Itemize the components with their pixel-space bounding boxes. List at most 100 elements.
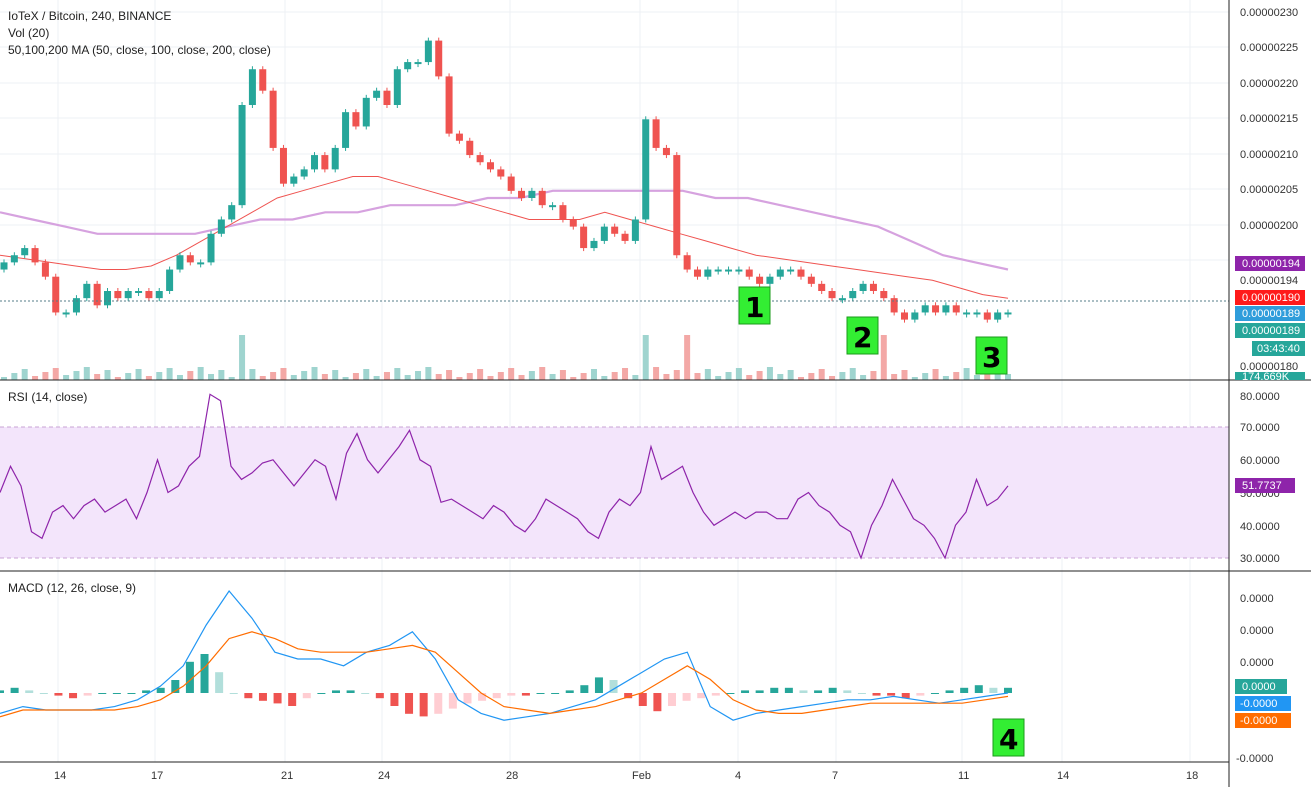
candle-body <box>93 283 101 306</box>
volume-bar <box>953 372 960 380</box>
macd-histogram <box>0 654 1012 717</box>
volume-bar <box>932 369 939 380</box>
candle-body <box>725 269 733 272</box>
volume-bar <box>518 375 525 380</box>
volume-bar <box>270 372 277 380</box>
price-tick: 0.00000205 <box>1240 184 1298 196</box>
candle-body <box>342 112 350 148</box>
volume-bar <box>280 368 287 380</box>
macd-hist-bar <box>930 693 939 694</box>
signal-line-text: -0.0000 <box>1240 715 1277 727</box>
time-tick: 24 <box>378 770 390 782</box>
annotation-box-4 <box>992 718 1025 757</box>
candle-body <box>362 97 370 127</box>
macd-hist-bar <box>711 693 720 696</box>
volume-bar <box>580 373 587 380</box>
candle-body <box>72 298 80 313</box>
signal-line-tag <box>1235 713 1291 728</box>
candle-body <box>704 269 712 277</box>
macd-hist-bar <box>653 693 662 712</box>
candle-body <box>507 176 515 191</box>
candle-body <box>538 190 546 206</box>
macd-hist-bar <box>244 693 253 699</box>
macd-hist-bar <box>770 687 779 693</box>
volume-bar <box>383 372 390 380</box>
rsi-value-text: 51.7737 <box>1242 480 1282 492</box>
candles <box>0 37 1012 323</box>
volume-bar <box>880 335 887 380</box>
volume-bar <box>466 373 473 380</box>
candle-body <box>135 291 143 293</box>
macd-hist-bar <box>317 693 326 694</box>
macd-hist-bar <box>901 693 910 699</box>
volume-bar <box>290 375 297 380</box>
macd-tick: 0.0000 <box>1240 593 1274 605</box>
volume-bar <box>984 371 991 380</box>
candle-body <box>776 269 784 277</box>
candle-body <box>621 233 629 241</box>
candle-body <box>611 226 619 234</box>
candle-body <box>932 305 940 313</box>
candle-body <box>580 226 588 249</box>
macd-hist-bar <box>887 693 896 696</box>
candle-body <box>197 262 205 265</box>
price-tick: 0.00000180 <box>1240 361 1298 373</box>
macd-hist-bar <box>346 690 355 693</box>
macd-hist-bar <box>974 685 983 693</box>
rsi-band <box>0 427 1229 558</box>
annotation-box-2 <box>846 316 879 355</box>
candle-body <box>290 176 298 184</box>
volume-bar <box>839 372 846 380</box>
rsi-value-tag <box>1235 478 1295 493</box>
price-tick: 0.00000225 <box>1240 42 1298 54</box>
candle-body <box>114 291 122 299</box>
volume-bar <box>508 368 515 380</box>
macd-hist-bar <box>25 690 34 693</box>
macd-hist-bar <box>492 693 501 699</box>
volume-bar <box>559 370 566 380</box>
candle-body <box>745 269 753 277</box>
macd-hist-bar <box>843 690 852 693</box>
volume-bar <box>166 368 173 380</box>
candle-body <box>279 147 287 184</box>
chart-title: IoTeX / Bitcoin, 240, BINANCE <box>8 9 171 23</box>
macd-hist-bar <box>478 693 487 701</box>
candle-body <box>300 169 308 177</box>
macd-hist-bar <box>726 693 735 694</box>
volume-bar <box>642 335 649 380</box>
candle-body <box>549 205 557 208</box>
candle-body <box>217 219 225 234</box>
last-price-tag-2 <box>1235 323 1305 338</box>
time-tick: 14 <box>1057 770 1069 782</box>
macd-hist-bar <box>448 693 457 709</box>
annotation-box-1 <box>738 286 771 325</box>
candle-body <box>373 90 381 98</box>
macd-hist-bar <box>39 693 48 694</box>
candle-body <box>735 269 743 272</box>
candle-body <box>1004 312 1012 315</box>
macd-hist-bar <box>215 672 224 693</box>
time-tick: 7 <box>832 770 838 782</box>
volume-bar <box>218 370 225 380</box>
macd-hist-bar <box>419 693 428 717</box>
volume-tag <box>1235 372 1305 380</box>
macd-hist-bar <box>83 693 92 696</box>
candle-body <box>52 276 60 313</box>
volume-bar <box>570 377 577 380</box>
macd-hist-bar <box>960 687 969 693</box>
macd-hist-tag <box>1235 679 1287 694</box>
candle-body <box>186 255 194 263</box>
volume-bar <box>818 369 825 380</box>
candle-body <box>124 291 132 299</box>
candle-body <box>259 69 267 91</box>
signal-line <box>0 631 1009 718</box>
volume-bar <box>125 373 132 380</box>
candle-body <box>714 269 722 272</box>
candle-body <box>662 147 670 156</box>
time-tick: Feb <box>632 770 651 782</box>
macd-hist-bar <box>682 693 691 701</box>
volume-bar <box>849 368 856 380</box>
candle-body <box>352 112 360 127</box>
candle-body <box>176 255 184 270</box>
